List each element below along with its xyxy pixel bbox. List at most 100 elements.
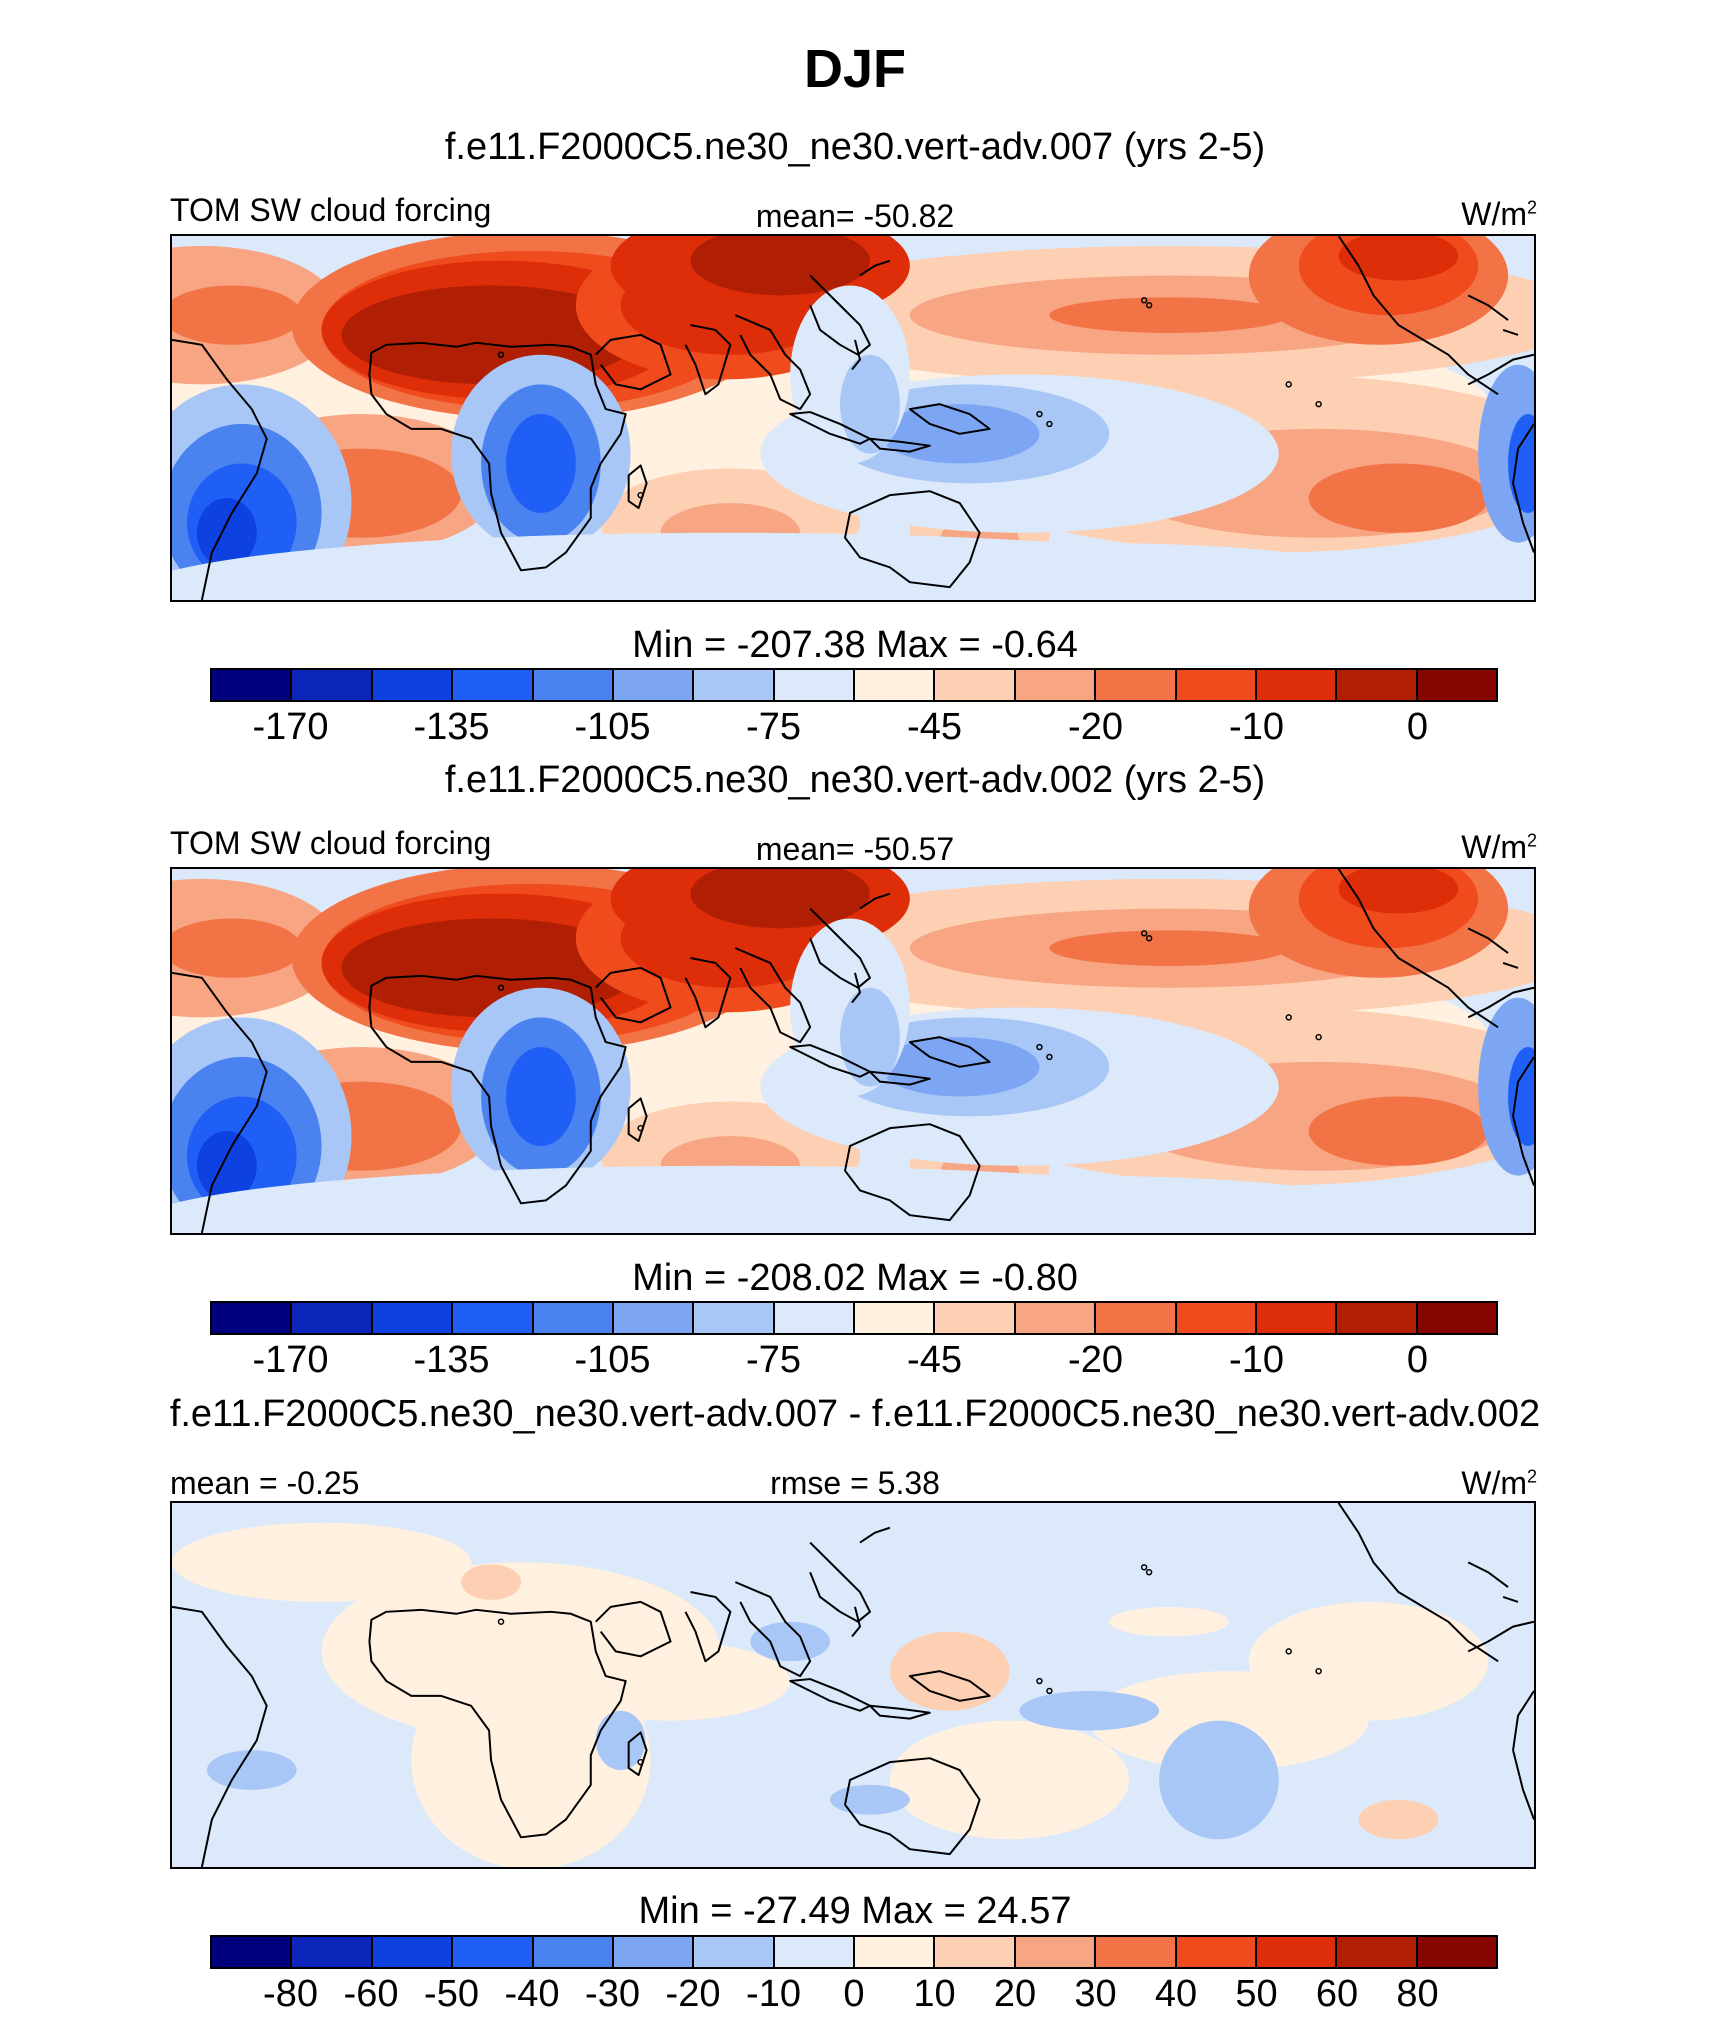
colorbar-tick-label: -10 — [1229, 1339, 1284, 1381]
colorbar-segment — [613, 1303, 695, 1333]
colorbar-tick-label: 30 — [1074, 1973, 1117, 2015]
coastline — [1502, 1596, 1519, 1603]
colorbar-tick-label: -105 — [574, 1339, 651, 1381]
island-outline — [1036, 410, 1043, 418]
coastline — [868, 437, 931, 453]
panel-1-map-canvas — [172, 236, 1534, 600]
colorbar-segment — [935, 1303, 1016, 1333]
field-contour — [770, 1175, 1369, 1233]
colorbar-tick-label: -60 — [343, 1973, 399, 2015]
colorbar-segment — [694, 1937, 775, 1967]
colorbar-tick-label: 50 — [1235, 1973, 1278, 2015]
colorbar-segment — [1096, 1937, 1177, 1967]
coastline — [851, 1606, 861, 1638]
colorbar-tick-label: 20 — [993, 1973, 1037, 2015]
coastline — [844, 1757, 981, 1856]
island-outline — [1315, 1033, 1322, 1041]
island-outline — [1145, 1569, 1153, 1576]
field-contour — [770, 542, 1369, 600]
colorbar-segment — [1417, 1937, 1496, 1967]
field-contour — [172, 285, 302, 345]
panel-3-mean-label: mean = -0.25 — [170, 1465, 360, 1501]
coastline — [368, 341, 627, 572]
coastline — [1467, 986, 1534, 1019]
field-contour — [1109, 1606, 1229, 1637]
colorbar-tick-label: -135 — [413, 1339, 490, 1381]
colorbar-segment — [292, 1303, 373, 1333]
field-contour — [840, 987, 900, 1087]
colorbar-segment — [1417, 1303, 1496, 1333]
colorbar-tick-label: -75 — [746, 706, 801, 748]
island-outline — [1285, 1648, 1292, 1655]
colorbar-segment — [533, 1937, 614, 1967]
colorbar-tick-label: -105 — [574, 706, 651, 748]
panel-1-title: f.e11.F2000C5.ne30_ne30.vert-adv.007 (yr… — [444, 126, 1266, 168]
coastline — [844, 1123, 981, 1222]
panel-3-minmax: Min = -27.49 Max = 24.57 — [638, 1890, 1072, 1932]
panel-2-colorbar-labels: -170 -135 -105 -75 -45 -20 -10 0 — [210, 1339, 1498, 1383]
island-outline — [1046, 1053, 1053, 1061]
colorbar-tick-label: 0 — [1406, 706, 1429, 748]
colorbar-segment — [935, 1937, 1016, 1967]
colorbar-segment — [1176, 1937, 1257, 1967]
coastline — [684, 1591, 732, 1663]
colorbar-segment — [1256, 670, 1338, 700]
panel-2-units: W/m2 — [1461, 829, 1537, 865]
panel-2-minmax: Min = -208.02 Max = -0.80 — [632, 1257, 1078, 1299]
colorbar-segment — [533, 670, 614, 700]
field-contour — [830, 1784, 910, 1815]
island-outline — [497, 984, 505, 991]
coastline — [172, 1605, 268, 1867]
field-contour — [1159, 1720, 1279, 1840]
colorbar-segment — [1417, 670, 1496, 700]
field-contour — [1019, 1690, 1160, 1731]
panel-2-variable-label: TOM SW cloud forcing — [170, 825, 492, 861]
colorbar-tick-label: -170 — [252, 706, 329, 748]
field-contour — [506, 414, 576, 513]
island-outline — [1145, 935, 1153, 942]
colorbar-segment — [372, 1937, 454, 1967]
field-contour — [172, 918, 302, 978]
coastline — [851, 339, 861, 371]
island-outline — [1046, 1687, 1053, 1695]
colorbar-segment — [1256, 1303, 1338, 1333]
coastline — [908, 1670, 991, 1702]
island-outline — [637, 1758, 644, 1766]
island-outline — [1140, 1564, 1148, 1571]
colorbar-segment — [453, 1303, 534, 1333]
field-contour — [196, 1131, 257, 1201]
colorbar-segment — [292, 670, 373, 700]
coastline — [809, 1541, 871, 1623]
field-contour — [1248, 1601, 1489, 1721]
colorbar-segment — [855, 1303, 936, 1333]
colorbar-tick-label: 10 — [913, 1973, 956, 2015]
field-contour — [550, 1641, 791, 1721]
coastline — [172, 971, 268, 1233]
panel-3-map-canvas — [172, 1503, 1534, 1867]
coastline — [809, 274, 871, 356]
island-outline — [1140, 297, 1148, 304]
colorbar-segment — [212, 1303, 293, 1333]
colorbar-segment — [694, 670, 775, 700]
colorbar-tick-label: -20 — [1068, 706, 1123, 748]
panel-1-units: W/m2 — [1461, 196, 1537, 232]
colorbar-segment — [533, 1303, 614, 1333]
colorbar-segment — [774, 670, 855, 700]
colorbar-segment — [1015, 1303, 1097, 1333]
field-contour — [506, 1047, 576, 1146]
coastline — [859, 259, 891, 277]
colorbar-tick-label: -40 — [504, 1973, 560, 2015]
panel-3-rmse-label: rmse = 5.38 — [770, 1465, 940, 1501]
coastline — [1467, 1620, 1534, 1653]
island-outline — [1315, 1667, 1322, 1675]
field-contour — [1049, 930, 1289, 966]
colorbar-segment — [1015, 1937, 1097, 1967]
field-contour — [889, 1631, 1010, 1711]
field-contour — [1338, 869, 1459, 914]
island-outline — [497, 351, 505, 358]
coastline — [908, 403, 991, 435]
panel-1-minmax: Min = -207.38 Max = -0.64 — [632, 624, 1078, 666]
colorbar-tick-label: 80 — [1396, 1973, 1439, 2015]
field-contour — [1049, 297, 1289, 333]
colorbar-segment — [1176, 1303, 1257, 1333]
